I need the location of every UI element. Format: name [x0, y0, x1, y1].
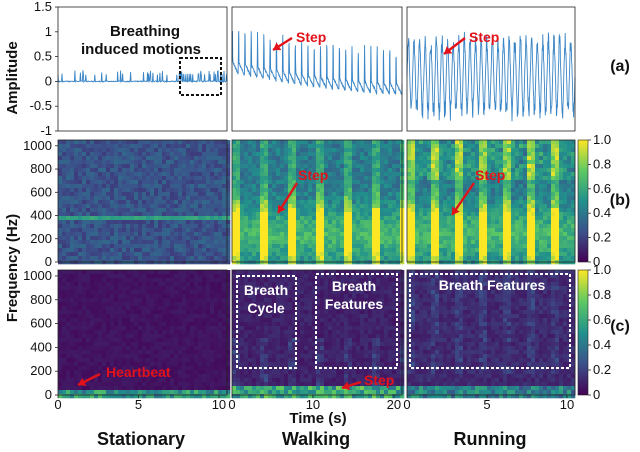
freq-tick-label-1-0: 0	[45, 387, 52, 402]
freq-tick-label-0-0: 0	[45, 254, 52, 269]
axes-frame-r0-c0	[57, 6, 228, 132]
amp-tick-label-0: -1	[40, 123, 52, 138]
colorbar-label-1-3: 0.6	[593, 312, 611, 327]
frequency-ylabel: Frequency (Hz)	[4, 214, 21, 322]
freq-tick-label-1-3: 600	[30, 316, 52, 331]
colorbar-label-0-1: 0.2	[593, 230, 611, 245]
colorbar-label-0-2: 0.4	[593, 205, 611, 220]
xtick-label-running-0: 0	[403, 397, 410, 412]
time-xlabel: Time (s)	[289, 410, 346, 427]
colorbar-0	[577, 139, 589, 263]
freq-tick-label-1-5: 1000	[23, 268, 52, 283]
xtick-label-running-1: 5	[483, 397, 490, 412]
amp-tick-label-1: -0.5	[30, 98, 52, 113]
freq-tick-label-1-2: 400	[30, 339, 52, 354]
row-label-a: (a)	[610, 58, 630, 75]
xtick-label-running-2: 10	[560, 397, 574, 412]
breath-cycle-line1: Breath	[244, 282, 288, 298]
spectrogram-running-b	[407, 140, 576, 265]
step-arrow-running-b	[451, 182, 475, 216]
amplitude-ylabel: Amplitude	[4, 41, 21, 114]
waveform-stationary	[57, 70, 228, 84]
breath-features-line2: Features	[325, 296, 384, 312]
column-title-walking: Walking	[282, 429, 350, 449]
breath-features-box	[315, 273, 398, 369]
step-label-running-b: Step	[475, 167, 505, 183]
spectrogram-layer	[58, 140, 576, 399]
spectrogram-running-c	[407, 270, 576, 399]
waveform-layer	[57, 30, 576, 122]
axes-frame-r1-c2	[406, 139, 576, 263]
axes-frame-r0-c1	[231, 6, 403, 132]
xtick-label-walking-1: 10	[306, 397, 320, 412]
freq-tick-label-0-5: 1000	[23, 138, 52, 153]
freq-tick-label-1-4: 800	[30, 292, 52, 307]
freq-tick-label-1-1: 200	[30, 363, 52, 378]
xtick-label-stationary-2: 10	[212, 397, 226, 412]
breathing-label-line2: induced motions	[81, 41, 201, 58]
step-arrow-walking-c	[341, 380, 362, 391]
colorbar-label-0-0: 0	[593, 254, 600, 269]
breath-features-running: Breath Features	[439, 277, 546, 293]
freq-tick-label-0-1: 200	[30, 231, 52, 246]
axes-frame-r2-c1	[231, 269, 403, 396]
step-label-walking-a: Step	[296, 29, 326, 45]
colorbar-label-1-1: 0.2	[593, 362, 611, 377]
heartbeat-arrow	[77, 372, 101, 387]
colorbar-label-1-2: 0.4	[593, 337, 611, 352]
breathing-zoom-box	[179, 57, 222, 96]
colorbar-1	[577, 269, 589, 396]
colorbar-label-1-4: 0.8	[593, 287, 611, 302]
step-label-running-a: Step	[469, 29, 499, 45]
axes-frame-r1-c1	[231, 139, 403, 263]
xtick-label-stationary-0: 0	[54, 397, 61, 412]
step-arrow-walking-b	[276, 182, 299, 214]
freq-tick-label-0-2: 400	[30, 208, 52, 223]
spectrogram-stationary-b	[58, 140, 231, 265]
row-label-b: (b)	[610, 192, 630, 209]
amp-tick-label-5: 1.5	[34, 0, 52, 14]
row-label-c: (c)	[610, 318, 630, 335]
step-arrow-walking-a	[272, 36, 293, 52]
breath-cycle-line2: Cycle	[247, 300, 285, 316]
axes-frame-r2-c0	[57, 269, 228, 396]
step-label-walking-c: Step	[364, 372, 394, 388]
waveform-running	[406, 31, 576, 122]
step-label-walking-b: Step	[298, 167, 328, 183]
breath-features-running-box	[409, 273, 571, 369]
step-arrow-running-a	[443, 37, 466, 55]
amp-tick-label-3: 0.5	[34, 49, 52, 64]
amp-tick-label-4: 1	[45, 24, 52, 39]
freq-tick-label-0-4: 800	[30, 161, 52, 176]
waveform-walking	[231, 30, 403, 96]
axes-frame-r2-c2	[406, 269, 576, 396]
xtick-label-stationary-1: 5	[135, 397, 142, 412]
axes-frames	[57, 6, 576, 396]
colorbar-label-1-5: 1.0	[593, 262, 611, 277]
freq-tick-label-0-3: 600	[30, 184, 52, 199]
axes-frame-r1-c0	[57, 139, 228, 263]
spectrogram-stationary-c	[58, 270, 231, 399]
column-title-running: Running	[454, 429, 527, 449]
tick-layer: -1-0.500.511.502004006008001000020040060…	[23, 0, 611, 412]
spectrogram-walking-b	[232, 140, 405, 265]
colorbar-label-0-4: 0.8	[593, 156, 611, 171]
heartbeat-label: Heartbeat	[106, 364, 171, 380]
breathing-label-line1: Breathing	[110, 23, 180, 40]
breath-features-line1: Breath	[332, 278, 376, 294]
colorbar-label-0-5: 1.0	[593, 132, 611, 147]
amp-tick-label-2: 0	[45, 73, 52, 88]
axes-frame-r0-c2	[406, 6, 576, 132]
column-title-stationary: Stationary	[97, 429, 185, 449]
annotation-layer	[77, 36, 571, 391]
colorbar-label-1-0: 0	[593, 387, 600, 402]
colorbar-label-0-3: 0.6	[593, 181, 611, 196]
breath-cycle-box	[236, 275, 297, 369]
xtick-label-walking-0: 0	[228, 397, 235, 412]
xtick-label-walking-2: 20	[387, 397, 401, 412]
